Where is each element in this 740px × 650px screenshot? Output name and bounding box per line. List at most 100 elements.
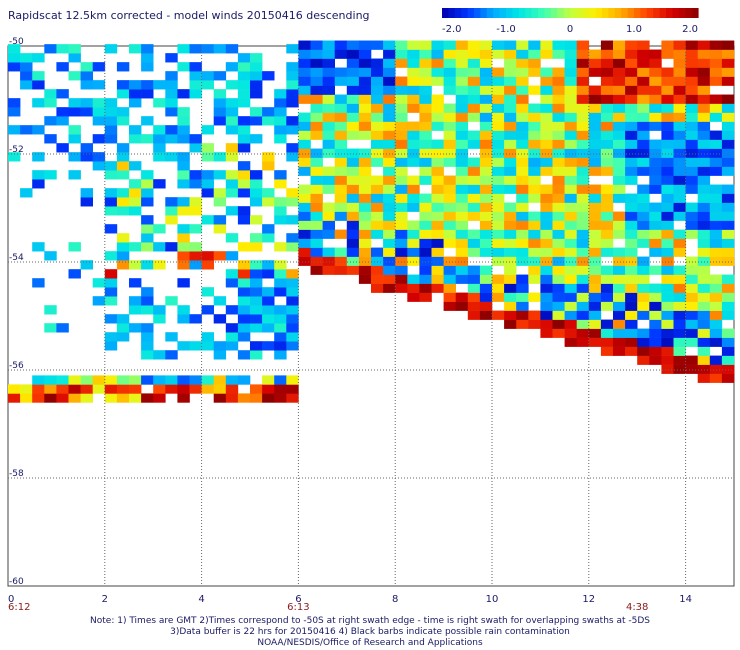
heatmap-cell: [467, 247, 481, 257]
heatmap-cell: [177, 233, 190, 243]
heatmap-cell: [504, 319, 517, 329]
heatmap-cell: [540, 85, 553, 95]
heatmap-cell: [371, 94, 384, 104]
heatmap-cell: [129, 206, 142, 216]
heatmap-cell: [153, 260, 166, 270]
heatmap-cell: [637, 346, 650, 356]
heatmap-cell: [564, 328, 577, 338]
heatmap-cell: [637, 76, 650, 86]
heatmap-cell: [286, 188, 299, 198]
colorbar-cell: [576, 8, 584, 18]
heatmap-cell: [346, 40, 360, 50]
heatmap-cell: [419, 130, 432, 140]
heatmap-cell: [613, 283, 626, 293]
heatmap-cell: [552, 121, 565, 131]
heatmap-cell: [528, 256, 541, 266]
heatmap-cell: [237, 314, 251, 324]
heatmap-cell: [721, 103, 735, 113]
heatmap-cell: [637, 256, 650, 266]
heatmap-cell: [516, 202, 529, 212]
heatmap-cell: [189, 242, 202, 252]
heatmap-cell: [588, 166, 602, 176]
heatmap-cell: [346, 211, 360, 221]
heatmap-cell: [467, 112, 481, 122]
heatmap-cell: [721, 238, 735, 248]
heatmap-cell: [383, 175, 396, 185]
heatmap-cell: [600, 211, 614, 221]
heatmap-cell: [552, 238, 565, 248]
colorbar-cell: [685, 8, 693, 18]
heatmap-cell: [334, 202, 348, 212]
colorbar-cell: [442, 8, 449, 18]
heatmap-cell: [564, 301, 577, 311]
heatmap-cell: [564, 265, 577, 275]
heatmap-cell: [310, 202, 323, 212]
heatmap-cell: [613, 256, 626, 266]
heatmap-cell: [310, 166, 323, 176]
heatmap-cell: [685, 310, 698, 320]
heatmap-cell: [516, 157, 529, 167]
heatmap-cell: [649, 220, 662, 230]
heatmap-cell: [443, 274, 456, 284]
heatmap-cell: [576, 85, 590, 95]
heatmap-cell: [588, 256, 602, 266]
heatmap-cell: [358, 247, 372, 257]
heatmap-cell: [588, 292, 602, 302]
heatmap-cell: [455, 67, 469, 77]
heatmap-cell: [371, 193, 384, 203]
heatmap-cell: [165, 215, 178, 225]
heatmap-cell: [504, 220, 517, 230]
heatmap-cell: [189, 197, 202, 207]
heatmap-cell: [649, 112, 662, 122]
heatmap-cell: [237, 269, 251, 279]
heatmap-cell: [395, 94, 408, 104]
heatmap-cell: [600, 130, 614, 140]
heatmap-cell: [250, 269, 263, 279]
heatmap-cell: [383, 121, 396, 131]
heatmap-cell: [673, 85, 686, 95]
heatmap-cell: [649, 355, 662, 365]
heatmap-cell: [80, 393, 93, 403]
heatmap-cell: [419, 103, 432, 113]
heatmap-cell: [80, 107, 93, 117]
heatmap-cell: [237, 80, 251, 90]
heatmap-cell: [455, 112, 469, 122]
heatmap-cell: [395, 85, 408, 95]
heatmap-cell: [613, 139, 626, 149]
heatmap-cell: [697, 157, 711, 167]
heatmap-cell: [516, 274, 529, 284]
heatmap-cell: [492, 121, 505, 131]
heatmap-cell: [419, 175, 432, 185]
heatmap-cell: [588, 202, 602, 212]
heatmap-cell: [407, 157, 420, 167]
heatmap-cell: [165, 80, 178, 90]
heatmap-cell: [588, 247, 602, 257]
heatmap-cell: [104, 341, 118, 351]
heatmap-cell: [56, 44, 69, 54]
heatmap-cell: [504, 301, 517, 311]
heatmap-cell: [104, 206, 118, 216]
heatmap-cell: [540, 229, 553, 239]
heatmap-cell: [286, 384, 299, 394]
heatmap-cell: [552, 247, 565, 257]
heatmap-cell: [298, 58, 311, 68]
heatmap-cell: [637, 238, 650, 248]
heatmap-cell: [467, 139, 481, 149]
heatmap-cell: [116, 152, 130, 162]
heatmap-cell: [540, 310, 553, 320]
heatmap-cell: [709, 283, 723, 293]
heatmap-cell: [528, 49, 541, 59]
heatmap-cell: [165, 332, 178, 342]
heatmap-cell: [600, 292, 614, 302]
heatmap-cell: [721, 355, 735, 365]
heatmap-cell: [346, 148, 360, 158]
heatmap-cell: [721, 166, 735, 176]
heatmap-cell: [528, 85, 541, 95]
heatmap-cell: [310, 130, 323, 140]
heatmap-cell: [358, 148, 372, 158]
heatmap-cell: [685, 103, 698, 113]
heatmap-cell: [225, 170, 239, 180]
heatmap-cell: [709, 49, 723, 59]
heatmap-cell: [346, 112, 360, 122]
heatmap-cell: [322, 211, 335, 221]
